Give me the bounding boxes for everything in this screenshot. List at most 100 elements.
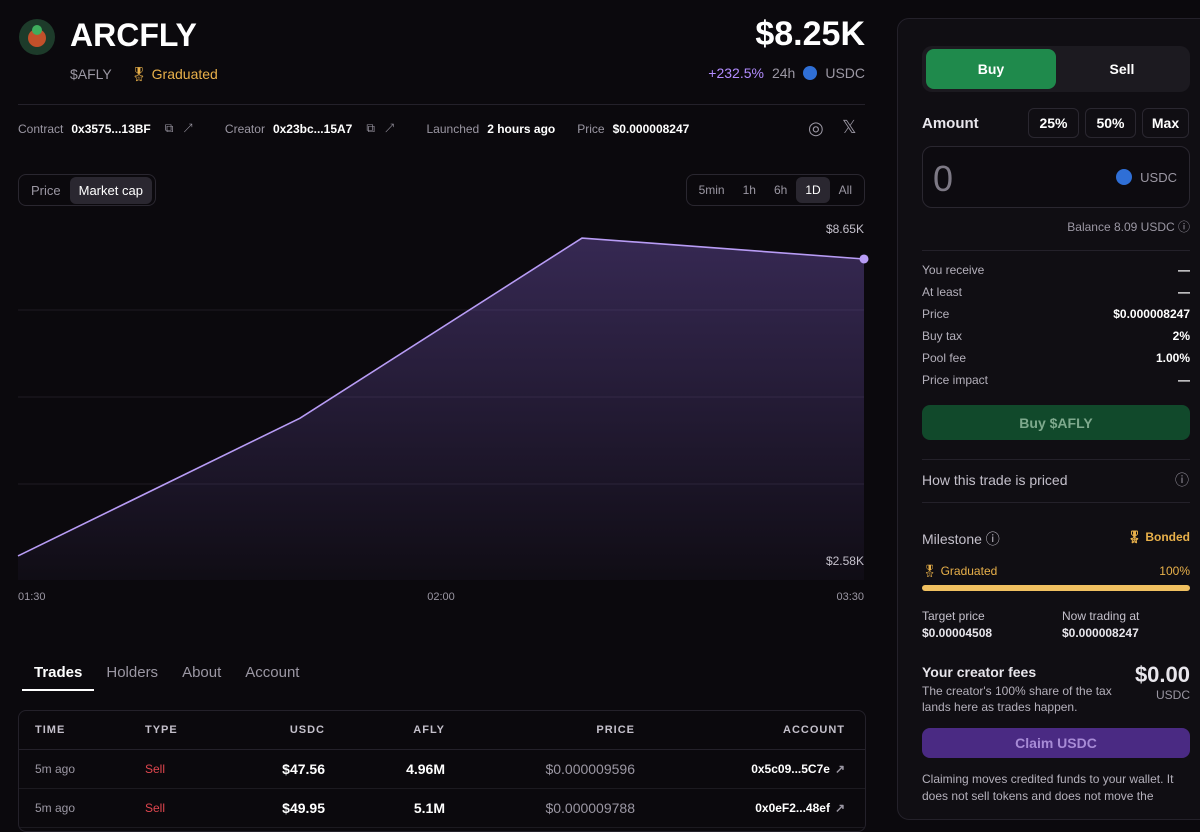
- info-item: Creator 0x23bc...15A7 ⧉↗: [225, 121, 405, 136]
- detail-row: Pool fee 1.00%: [922, 347, 1190, 369]
- fees-amount: $0.00: [1134, 662, 1190, 687]
- progress-bar: [922, 585, 1190, 591]
- detail-row: Buy tax 2%: [922, 325, 1190, 347]
- x-tick-label: 01:30: [18, 591, 46, 603]
- cell: 0x5c09...5C7e ↗: [635, 762, 845, 776]
- chart-mode-toggle: Price Market cap: [18, 174, 156, 206]
- mode-tab[interactable]: Price: [31, 182, 61, 198]
- detail-value: $0.000008247: [1113, 307, 1190, 321]
- range-tab[interactable]: 1h: [742, 183, 756, 197]
- cell: 5m ago: [35, 801, 145, 815]
- info-item: Launched 2 hours ago: [427, 122, 556, 136]
- pricing-link[interactable]: How this trade is priced: [922, 472, 1068, 488]
- cell: $0.000009596: [445, 761, 635, 777]
- cell-text: $47.56: [282, 761, 325, 777]
- claim-button[interactable]: Claim USDC: [922, 728, 1190, 758]
- fees-title: Your creator fees: [922, 664, 1037, 680]
- column-header: PRICE: [596, 724, 635, 736]
- tab[interactable]: Trades: [22, 662, 95, 691]
- divider: [18, 104, 865, 105]
- detail-row: You receive —: [922, 259, 1190, 281]
- divider: [922, 459, 1190, 460]
- buy-tab[interactable]: Buy: [926, 49, 1056, 89]
- cell-text: 5.1M: [413, 800, 445, 816]
- tab[interactable]: About: [182, 664, 222, 681]
- range-toggle: 5min 1h 6h 1D All: [685, 174, 865, 206]
- copy-icons[interactable]: ⧉↗: [164, 121, 203, 135]
- divider: [922, 502, 1190, 503]
- status: 🎖 Graduated: [130, 66, 218, 82]
- tabs: Trades Holders About Account: [22, 662, 311, 691]
- cell-text: $0.000009596: [545, 761, 635, 777]
- cell-text: 0x0eF2...48ef: [755, 801, 830, 815]
- link-icon[interactable]: ↗: [834, 762, 845, 776]
- status-text: Graduated: [151, 66, 218, 82]
- cell-text: Sell: [145, 762, 166, 776]
- preset-button[interactable]: 25%: [1028, 108, 1079, 138]
- cell-text: 5m ago: [35, 762, 76, 776]
- claim-note: Claiming moves credited funds to your wa…: [922, 772, 1174, 803]
- cell-text: $49.95: [282, 800, 325, 816]
- info-item: Contract 0x3575...13BF ⧉↗: [18, 121, 203, 136]
- y-tick-label: $2.58K: [826, 554, 864, 568]
- amount-input[interactable]: 0 USDC: [922, 146, 1190, 208]
- preset-button[interactable]: Max: [1142, 108, 1189, 138]
- amount-value: 0: [933, 158, 954, 199]
- cell: $0.000009788: [445, 800, 635, 816]
- info-value: $0.000008247: [612, 121, 690, 136]
- mode-tab[interactable]: Market cap: [69, 176, 152, 204]
- amount-label: Amount: [922, 115, 979, 132]
- detail-label: Pool fee: [922, 351, 967, 365]
- milestone-label: Milestone: [922, 531, 982, 547]
- usdc-icon: [1116, 169, 1133, 185]
- info-item: Price $0.000008247: [577, 122, 689, 136]
- bonded-text: Bonded: [1145, 530, 1190, 544]
- preset-button[interactable]: 50%: [1085, 108, 1136, 138]
- detail-value: 1.00%: [1155, 351, 1190, 365]
- cell-text: $0.000009788: [545, 800, 635, 816]
- detail-row: Price $0.000008247: [922, 303, 1190, 325]
- area: [18, 238, 864, 580]
- cell: 5.1M: [325, 800, 445, 816]
- detail-row: At least —: [922, 281, 1190, 303]
- range-tab[interactable]: All: [838, 183, 852, 197]
- column-header: ACCOUNT: [783, 724, 845, 736]
- range-tab[interactable]: 6h: [773, 183, 788, 197]
- table-row: 5m ago Sell $47.56 4.96M $0.000009596 0x5c09.…: [19, 750, 865, 789]
- price-change-row: +232.5% 24h USDC: [708, 65, 865, 81]
- cell: 0x0eF2...48ef ↗: [635, 801, 845, 815]
- currency: USDC: [825, 65, 865, 81]
- copy-icons[interactable]: ⧉↗: [366, 121, 405, 135]
- range-tab[interactable]: 1D: [796, 177, 830, 203]
- target-value: $0.00004508: [922, 626, 993, 640]
- cell: 5m ago: [35, 762, 145, 776]
- info-label: Contract: [18, 121, 64, 136]
- x-tick-label: 02:00: [427, 591, 455, 603]
- presets: 25% 50% Max: [1028, 108, 1189, 138]
- chart: $8.65K $2.58K 01:30 02:00 03:30: [17, 222, 869, 603]
- progress-label: 🎖 Graduated: [922, 564, 998, 578]
- detail-value: —: [1178, 373, 1190, 387]
- amount-currency: USDC: [1116, 169, 1177, 185]
- market-cap: $8.25K: [755, 15, 865, 53]
- tab[interactable]: Account: [245, 664, 300, 681]
- change: +232.5%: [708, 65, 764, 81]
- balance: Balance 8.09 USDC ⓘ: [1067, 220, 1190, 234]
- tab[interactable]: Holders: [106, 664, 159, 681]
- x-icon[interactable]: 𝕏: [842, 117, 857, 137]
- details: You receive — At least — Price $0.000008247 Bu…: [922, 259, 1190, 391]
- ticker: $AFLY: [70, 66, 112, 82]
- range-tab[interactable]: 5min: [698, 183, 725, 197]
- detail-label: Price impact: [922, 373, 989, 387]
- link-icon[interactable]: ↗: [834, 801, 845, 815]
- sell-tab[interactable]: Sell: [1109, 61, 1135, 77]
- buy-button[interactable]: Buy $AFLY: [922, 405, 1190, 440]
- target-label: Target price: [922, 609, 985, 623]
- table-header: TIME TYPE USDC AFLY PRICE ACCOUNT: [19, 711, 865, 750]
- cell: 4.96M: [325, 761, 445, 777]
- web-icon[interactable]: ◎: [808, 118, 824, 138]
- cell: $49.95: [245, 800, 325, 816]
- info-value: 0x3575...13BF: [71, 121, 151, 136]
- detail-label: At least: [922, 285, 963, 299]
- token-logo: [19, 19, 55, 55]
